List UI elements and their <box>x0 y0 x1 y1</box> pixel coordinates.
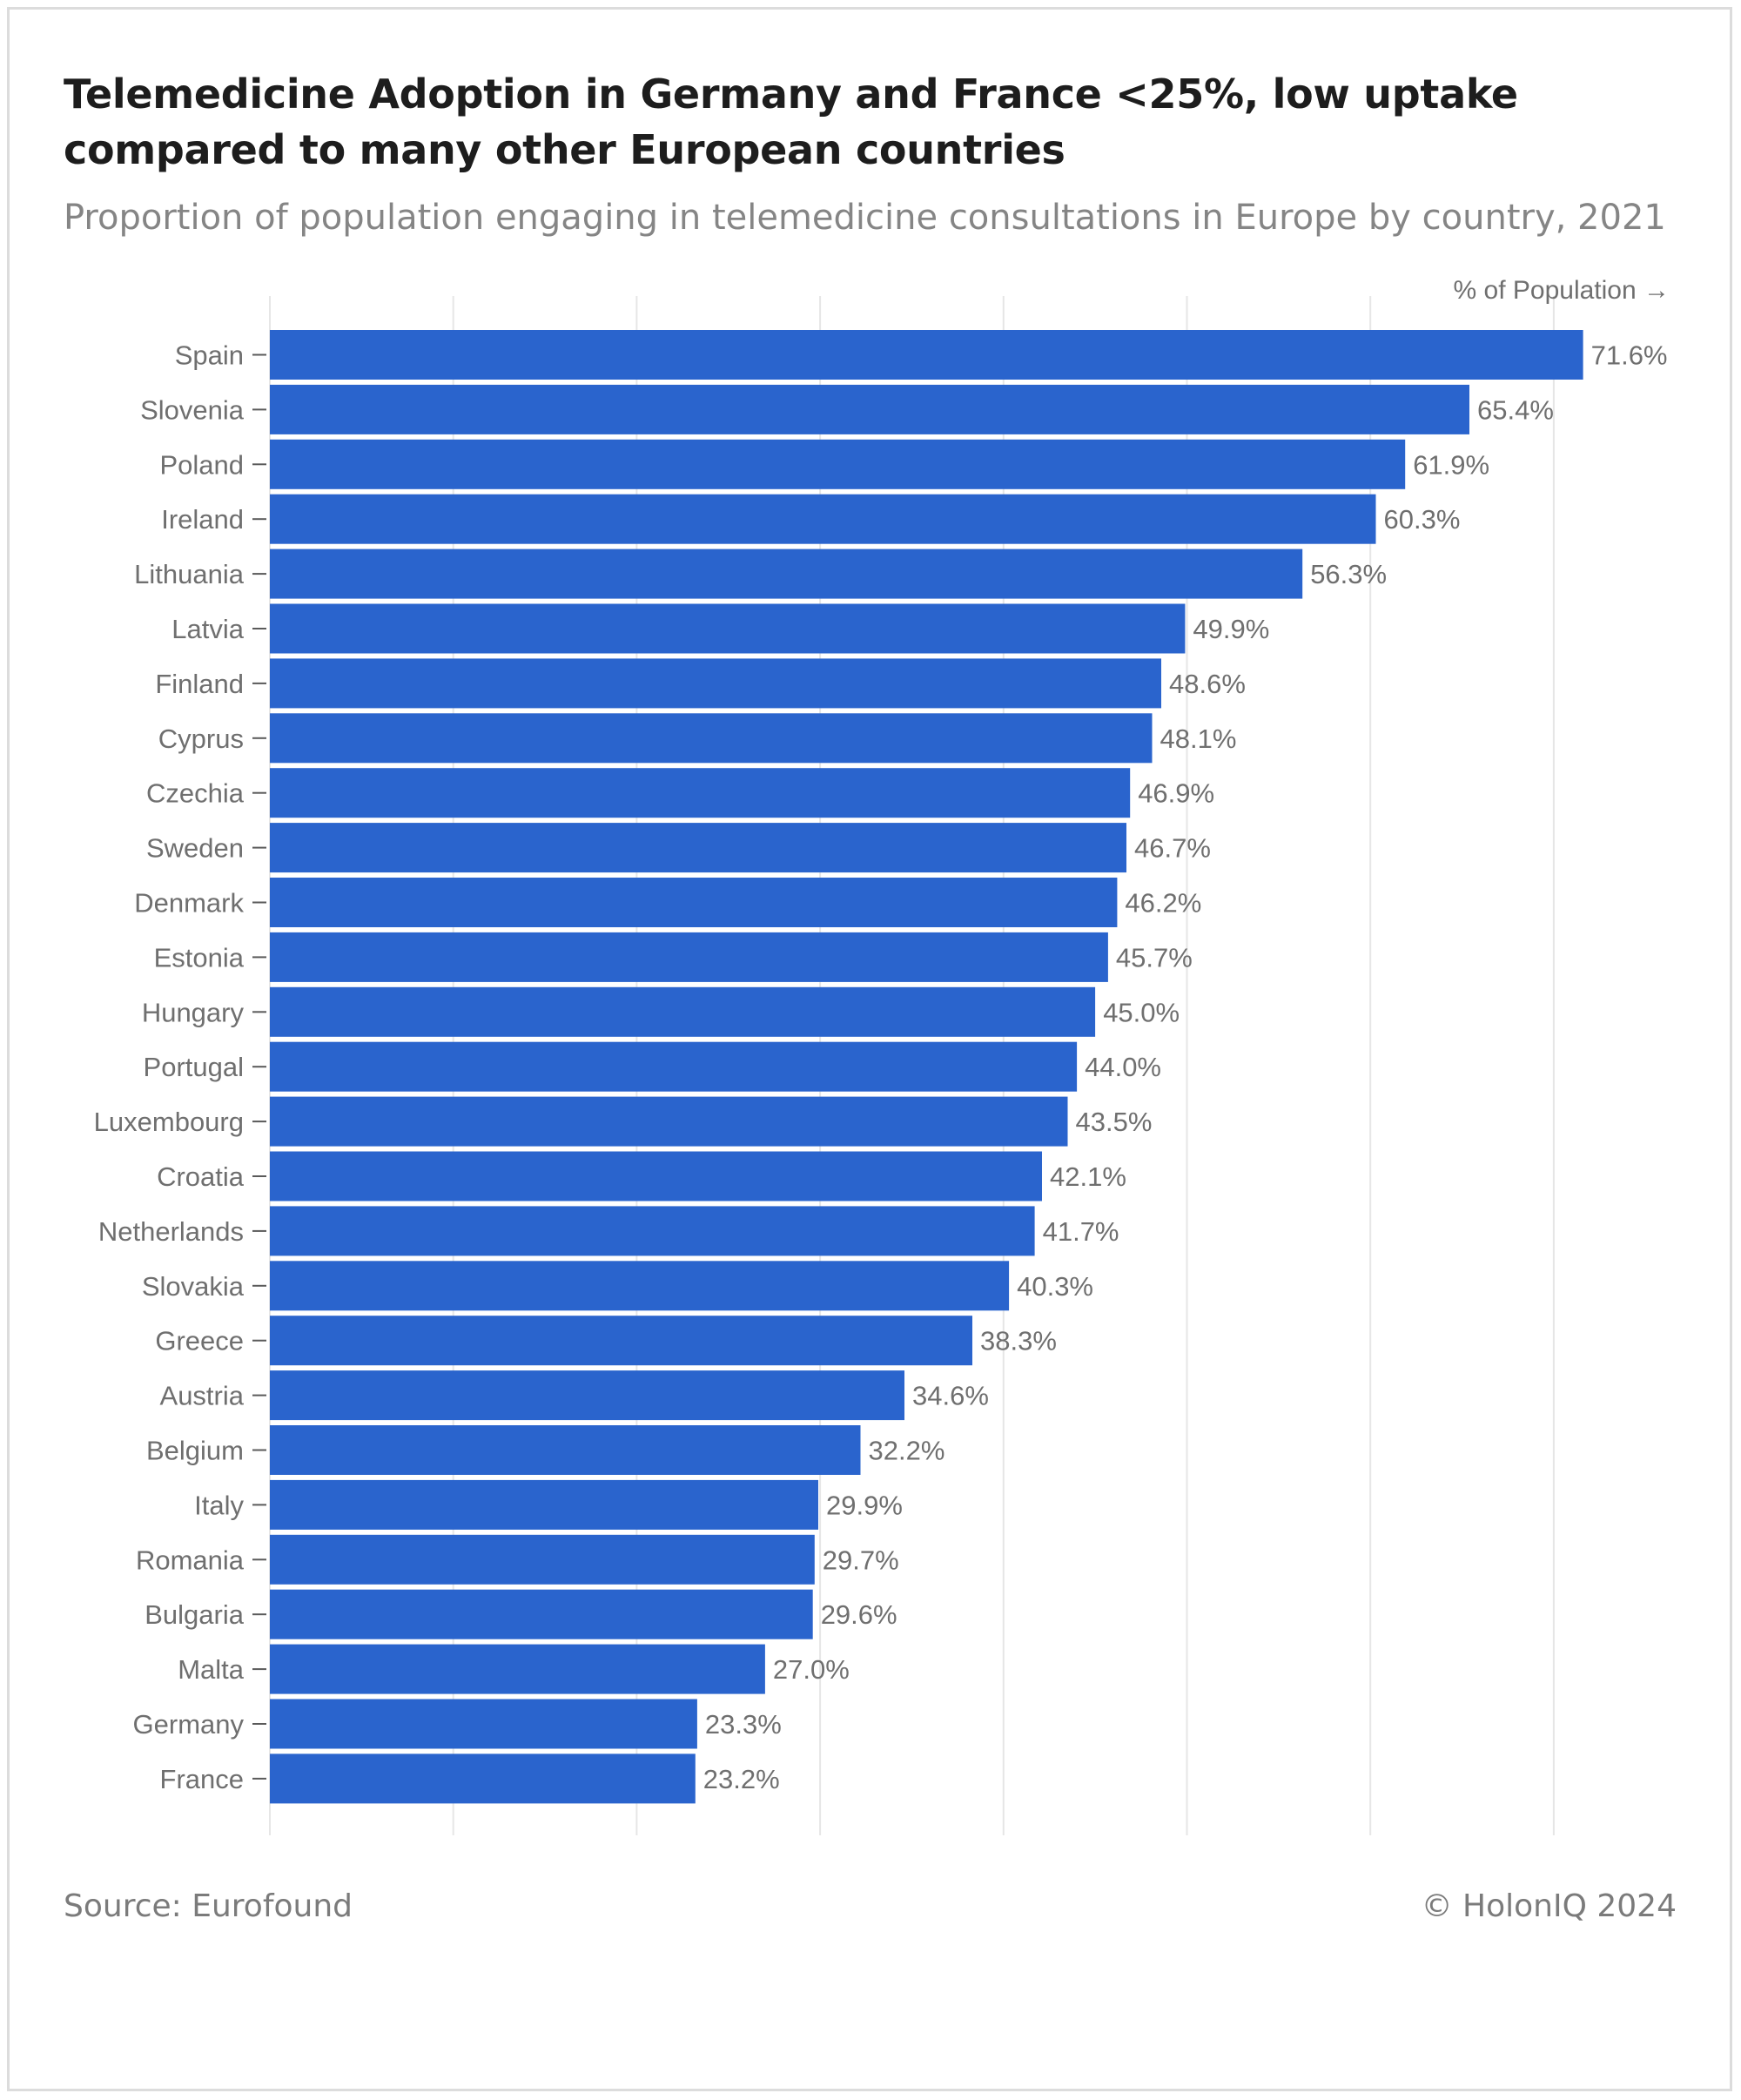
value-label: 45.0% <box>1103 997 1180 1027</box>
chart-subtitle: Proportion of population engaging in tel… <box>64 198 1666 238</box>
copyright-note: © HolonIQ 2024 <box>1421 1888 1677 1924</box>
category-label: Estonia <box>154 942 245 973</box>
category-label: Portugal <box>144 1052 244 1082</box>
bar-spain[interactable] <box>270 330 1583 380</box>
value-label: 23.3% <box>705 1709 782 1740</box>
value-label: 48.6% <box>1169 669 1246 699</box>
category-label: Poland <box>159 449 244 480</box>
bar-luxembourg[interactable] <box>270 1096 1068 1147</box>
value-label: 48.1% <box>1160 724 1237 754</box>
category-label: Bulgaria <box>145 1599 244 1630</box>
value-label: 45.7% <box>1116 942 1193 973</box>
bar-belgium[interactable] <box>270 1425 861 1475</box>
value-label: 27.0% <box>773 1654 850 1685</box>
category-label: Ireland <box>161 504 244 535</box>
category-label: Luxembourg <box>94 1107 244 1137</box>
category-label: Belgium <box>146 1436 244 1466</box>
value-label: 44.0% <box>1085 1052 1161 1082</box>
category-label: Spain <box>175 340 244 371</box>
category-label: Netherlands <box>98 1216 244 1247</box>
value-label: 56.3% <box>1310 559 1387 589</box>
x-axis-title: % of Population → <box>1454 276 1670 305</box>
value-label: 42.1% <box>1050 1161 1126 1192</box>
category-label: Lithuania <box>134 559 245 589</box>
bar-romania[interactable] <box>270 1534 815 1585</box>
value-label: 60.3% <box>1384 504 1461 535</box>
bar-slovakia[interactable] <box>270 1261 1010 1311</box>
category-label: Romania <box>136 1545 245 1575</box>
category-label: France <box>160 1764 244 1794</box>
bar-latvia[interactable] <box>270 603 1186 654</box>
bar-czechia[interactable] <box>270 768 1131 818</box>
bar-hungary[interactable] <box>270 986 1096 1037</box>
bar-cyprus[interactable] <box>270 713 1153 764</box>
bar-portugal[interactable] <box>270 1041 1078 1092</box>
category-label: Austria <box>160 1381 245 1411</box>
category-labels: Spain Slovenia Poland Ireland Lithuania Latvi… <box>94 340 266 1794</box>
bar-netherlands[interactable] <box>270 1206 1035 1256</box>
bar-malta[interactable] <box>270 1644 765 1694</box>
value-label: 40.3% <box>1017 1271 1093 1302</box>
value-label: 65.4% <box>1477 394 1554 425</box>
value-label: 32.2% <box>869 1436 945 1466</box>
category-label: Italy <box>194 1490 244 1520</box>
category-label: Cyprus <box>158 724 244 754</box>
bar-ireland[interactable] <box>270 494 1376 544</box>
bar-slovenia[interactable] <box>270 384 1469 434</box>
bar-finland[interactable] <box>270 658 1161 709</box>
bar-germany[interactable] <box>270 1699 697 1749</box>
bar-lithuania[interactable] <box>270 549 1303 599</box>
bar-austria[interactable] <box>270 1370 904 1421</box>
category-label: Finland <box>155 669 244 699</box>
source-note: Source: Eurofound <box>64 1888 353 1924</box>
value-labels: 71.6% 65.4% 61.9% 60.3% 56.3% 49.9% 48.6% 48.1%… <box>703 340 1668 1794</box>
category-label: Croatia <box>157 1161 245 1192</box>
bar-bulgaria[interactable] <box>270 1589 813 1639</box>
value-label: 34.6% <box>912 1381 989 1411</box>
bar-italy[interactable] <box>270 1479 818 1530</box>
bar-estonia[interactable] <box>270 932 1108 982</box>
bar-greece[interactable] <box>270 1316 972 1366</box>
value-label: 29.7% <box>823 1545 899 1575</box>
bars <box>270 330 1583 1804</box>
value-label: 49.9% <box>1193 614 1269 644</box>
category-label: Greece <box>155 1326 244 1356</box>
value-label: 23.2% <box>703 1764 780 1794</box>
value-label: 71.6% <box>1591 340 1668 371</box>
category-label: Czechia <box>146 778 245 809</box>
category-label: Slovenia <box>140 394 245 425</box>
value-label: 43.5% <box>1076 1107 1153 1137</box>
bar-poland[interactable] <box>270 439 1406 489</box>
category-label: Malta <box>178 1654 245 1685</box>
bar-croatia[interactable] <box>270 1151 1042 1201</box>
bar-france[interactable] <box>270 1753 696 1804</box>
bar-denmark[interactable] <box>270 878 1118 927</box>
category-label: Hungary <box>142 997 245 1027</box>
category-label: Sweden <box>146 833 244 864</box>
bar-sweden[interactable] <box>270 823 1126 873</box>
category-label: Slovakia <box>142 1271 245 1302</box>
category-label: Germany <box>133 1709 245 1740</box>
value-label: 46.2% <box>1125 888 1201 919</box>
value-label: 61.9% <box>1413 449 1489 480</box>
value-label: 29.6% <box>821 1599 897 1630</box>
value-label: 46.7% <box>1134 833 1211 864</box>
value-label: 41.7% <box>1043 1216 1119 1247</box>
value-label: 29.9% <box>826 1490 903 1520</box>
category-label: Latvia <box>171 614 244 644</box>
category-label: Denmark <box>134 888 244 919</box>
chart-title: Telemedicine Adoption in Germany and Fra… <box>64 71 1518 173</box>
value-label: 38.3% <box>980 1326 1057 1356</box>
value-label: 46.9% <box>1138 778 1214 809</box>
